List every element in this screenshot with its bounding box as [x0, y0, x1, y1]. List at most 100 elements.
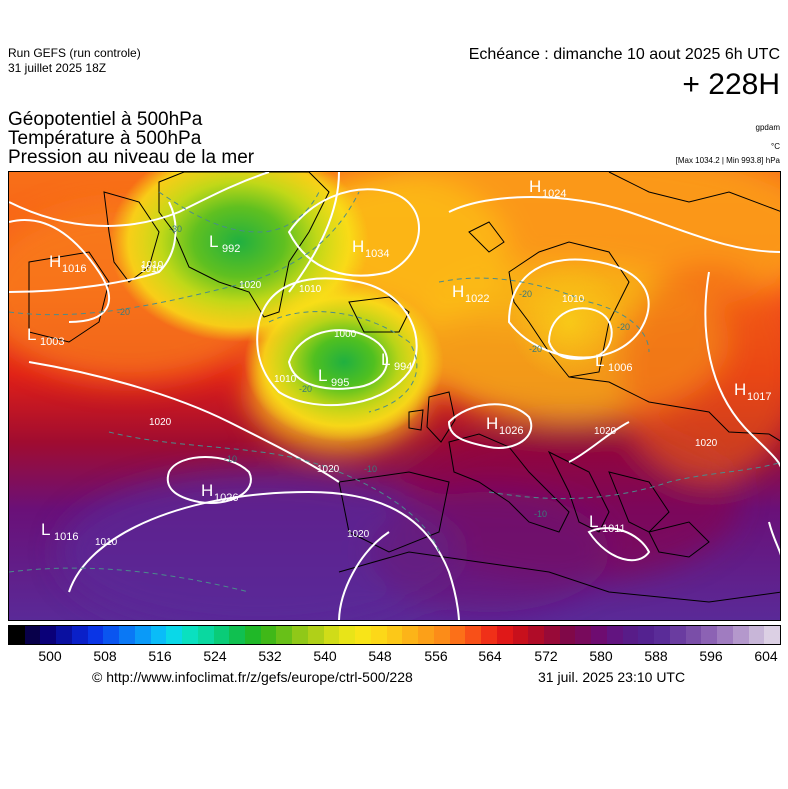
pressure-value: 1024: [542, 188, 566, 200]
run-name: Run GEFS (run controle): [8, 46, 141, 60]
colorbar-swatch: [559, 626, 576, 644]
colorbar-tick-label: 604: [754, 648, 778, 664]
colorbar-tick-label: 532: [258, 648, 282, 664]
colorbar-tick-label: 556: [424, 648, 448, 664]
isotherm-label: -20: [117, 307, 130, 317]
high-pressure-marker: H: [452, 282, 464, 301]
colorbar-tick-label: 516: [148, 648, 172, 664]
colorbar-swatch: [717, 626, 733, 644]
unit-geopotential: gpdam: [755, 123, 780, 132]
colorbar-swatch: [654, 626, 670, 644]
low-pressure-marker: L: [589, 512, 598, 531]
colorbar-swatch: [591, 626, 607, 644]
isobar-label: 1010: [141, 260, 164, 271]
colorbar-swatch: [260, 626, 277, 644]
high-pressure-marker: H: [352, 237, 364, 256]
pressure-value: 1011: [602, 523, 626, 535]
colorbar-tick-label: 508: [93, 648, 117, 664]
isobar-label: 1000: [334, 329, 357, 340]
isotherms: [9, 191, 780, 593]
colorbar-tick-label: 572: [534, 648, 558, 664]
pressure-value: 1026: [499, 425, 523, 437]
colorbar-swatch: [339, 626, 356, 644]
pressure-value: 1026: [214, 492, 238, 504]
colorbar-swatch: [56, 626, 72, 644]
colorbar-swatch: [701, 626, 718, 644]
generation-time: 31 juil. 2025 23:10 UTC: [538, 669, 686, 685]
isotherm-label: -20: [519, 289, 532, 299]
isobar-label: 1020: [239, 280, 262, 291]
colorbar-swatch: [119, 626, 135, 644]
colorbar-tick-label: 548: [368, 648, 392, 664]
colorbar-swatch: [638, 626, 655, 644]
colorbar-tick-label: 580: [589, 648, 613, 664]
isobar-label: 1010: [562, 294, 585, 305]
colorbar-tick-label: 564: [478, 648, 502, 664]
isotherm-label: -30: [169, 224, 182, 234]
pressure-value: 1006: [608, 362, 632, 374]
colorbar-swatch: [543, 626, 560, 644]
isobar-label: 1010: [274, 374, 297, 385]
pressure-value: 1022: [465, 293, 489, 305]
colorbar-swatch: [197, 626, 214, 644]
pressure-value: 1017: [747, 391, 771, 403]
isobar-label: 1020: [149, 417, 172, 428]
colorbar-swatch: [87, 626, 104, 644]
colorbar-swatch: [481, 626, 497, 644]
colorbar-tick-label: 588: [644, 648, 668, 664]
colorbar-swatch: [386, 626, 403, 644]
param-pressure: Pression au niveau de la mer: [8, 147, 255, 168]
colorbar-swatch: [402, 626, 419, 644]
high-pressure-marker: H: [49, 252, 61, 271]
colorbar-swatch: [370, 626, 387, 644]
forecast-valid-time: Echéance : dimanche 10 aout 2025 6h UTC: [468, 46, 780, 63]
colorbar-ticks: 500 508 516 524 532 540 548 556 564 572 580 588 596 6…: [8, 648, 781, 664]
pressure-value: 992: [222, 243, 240, 255]
isobar-label: 1010: [140, 264, 163, 275]
colorbar-swatch: [622, 626, 639, 644]
colorbar-swatch: [213, 626, 230, 644]
colorbar-swatch: [748, 626, 765, 644]
colorbar-swatch: [496, 626, 513, 644]
low-pressure-marker: L: [381, 350, 390, 369]
colorbar-swatch: [276, 626, 293, 644]
colorbar-swatch: [9, 626, 25, 644]
low-pressure-marker: L: [41, 520, 50, 539]
isotherm-label: -10: [224, 454, 237, 464]
pressure-value: 1034: [365, 248, 389, 260]
colorbar: [8, 625, 781, 645]
colorbar-swatch: [764, 626, 780, 644]
isobar-label: 1010: [95, 537, 118, 548]
isobar-label: 1010: [299, 284, 322, 295]
colorbar-tick-label: 524: [203, 648, 227, 664]
colorbar-swatch: [166, 626, 183, 644]
pressure-value: 1016: [54, 531, 78, 543]
unit-temperature: °C: [771, 142, 780, 151]
low-pressure-marker: L: [209, 232, 218, 251]
isobar-label: 1020: [594, 426, 617, 437]
low-pressure-marker: L: [318, 366, 327, 385]
scandinavia-warm: [509, 262, 629, 382]
isotherm-label: -10: [534, 509, 547, 519]
colorbar-swatch: [103, 626, 120, 644]
colorbar-swatch: [292, 626, 308, 644]
colorbar-swatch: [134, 626, 151, 644]
isotherm-label: -10: [364, 464, 377, 474]
colorbar-swatch: [40, 626, 57, 644]
high-pressure-marker: H: [201, 481, 213, 500]
colorbar-swatch: [449, 626, 466, 644]
colorbar-swatch: [71, 626, 88, 644]
colorbar-swatch: [433, 626, 450, 644]
weather-map: L 992 H 1034 H 1024 H 1016 L 1003 H 1022 L 995 L 994 L 10…: [8, 171, 781, 621]
source-url[interactable]: © http://www.infoclimat.fr/z/gefs/europe…: [92, 669, 413, 685]
pressure-range: [Max 1034.2 | Min 993.8] hPa: [675, 156, 780, 165]
isobars: [9, 172, 780, 620]
colorbar-swatch: [182, 626, 198, 644]
colorbar-tick-label: 540: [313, 648, 337, 664]
colorbar-swatch: [418, 626, 434, 644]
colorbar-tick-label: 500: [38, 648, 62, 664]
colorbar-swatch: [307, 626, 324, 644]
isotherm-label: -20: [299, 384, 312, 394]
pressure-value: 994: [394, 361, 412, 373]
param-geopotential: Géopotentiel à 500hPa: [8, 109, 203, 130]
